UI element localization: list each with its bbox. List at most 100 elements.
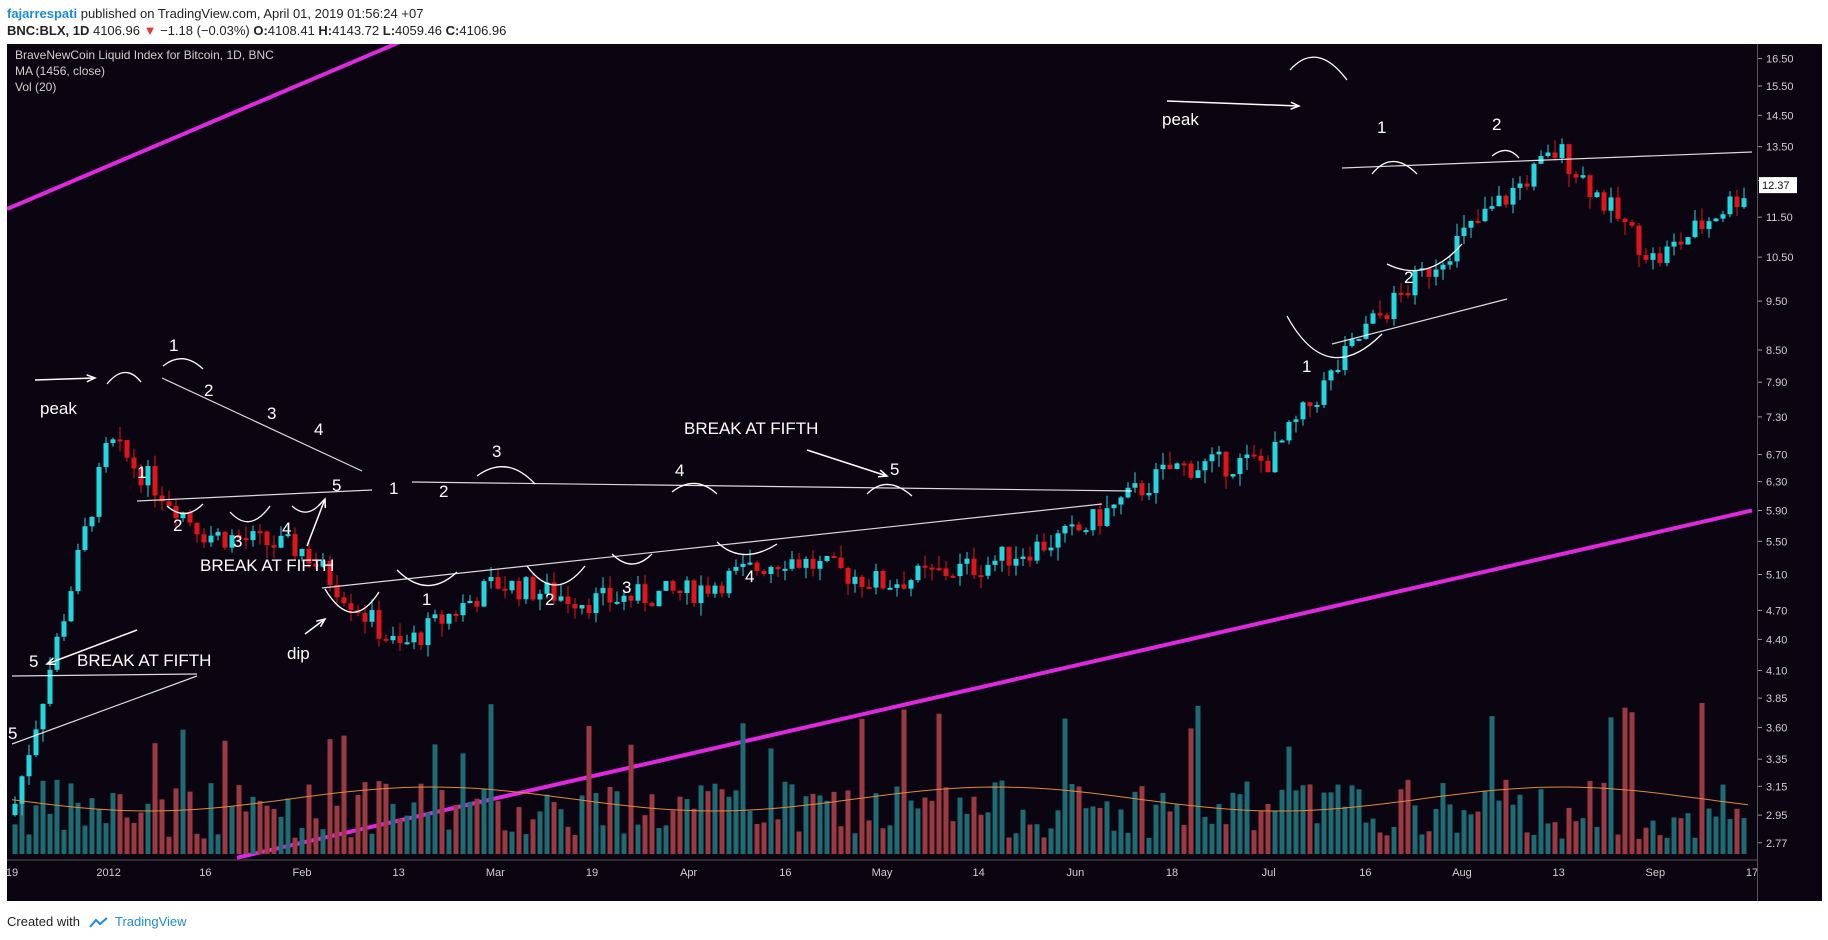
candle-body — [810, 558, 816, 569]
candle-body — [1160, 464, 1166, 470]
annotation-label: BREAK AT FIFTH — [684, 419, 818, 438]
price-axis[interactable]: 16.5015.5014.5013.5012.5011.5010.509.508… — [1757, 44, 1822, 901]
volume-bar — [1650, 820, 1656, 854]
candle-body — [1034, 541, 1040, 561]
candle-body — [278, 535, 284, 548]
volume-bar — [1286, 746, 1292, 854]
candle-body — [1349, 339, 1355, 347]
volume-bar — [1258, 811, 1264, 854]
candle-body — [306, 549, 312, 564]
volume-bar — [1678, 818, 1684, 854]
chart-area[interactable]: peak 1 1 2 2 3 3 4 4 5 BREAK AT FIFTH dip 5 BREAK AT … — [7, 44, 1757, 901]
volume-bar — [1244, 781, 1250, 854]
candle-body — [47, 669, 53, 704]
down-arrow-icon: ▼ — [143, 23, 157, 38]
volume-bar — [1195, 705, 1201, 854]
volume-bar — [411, 802, 417, 854]
volume-bar — [1174, 804, 1180, 854]
volume-bar — [922, 797, 928, 854]
candle-body — [404, 642, 410, 645]
candle-body — [376, 610, 382, 639]
volume-bar — [964, 813, 970, 854]
volume-bar — [1265, 804, 1271, 854]
volume-bar — [54, 779, 60, 854]
volume-bar — [89, 798, 95, 854]
volume-bar — [1468, 814, 1474, 854]
candle-body — [768, 566, 774, 575]
candle-body — [432, 614, 438, 619]
volume-bar — [712, 783, 718, 854]
volume-bar — [236, 785, 242, 854]
volume-bar — [446, 829, 452, 854]
candle-body — [1517, 183, 1523, 188]
volume-bar — [670, 810, 676, 854]
volume-bar — [642, 815, 648, 854]
volume-bar — [425, 812, 431, 854]
volume-bar — [1062, 718, 1068, 854]
candle-body — [803, 558, 809, 568]
candle-body — [859, 576, 865, 587]
volume-bar — [705, 791, 711, 854]
volume-bar — [390, 803, 396, 854]
candle-body — [1223, 451, 1229, 477]
volume-bar — [1503, 779, 1509, 854]
candle-body — [691, 580, 697, 603]
arc-3 — [229, 505, 271, 523]
candle-body — [348, 603, 354, 610]
volume-bar — [523, 834, 529, 854]
volume-bar — [1629, 712, 1635, 854]
x-tick-label: 19 — [586, 867, 598, 879]
candle-body — [1118, 497, 1124, 505]
volume-bar — [1384, 835, 1390, 854]
y-tick-label: 2.77 — [1766, 838, 1787, 850]
candle-body — [1181, 463, 1187, 466]
open-value: 4108.41 — [267, 23, 315, 38]
price-axis-canvas[interactable]: 16.5015.5014.5013.5012.5011.5010.509.508… — [1758, 44, 1822, 901]
annotation-label: 2 — [204, 381, 213, 400]
candle-body — [411, 632, 417, 643]
candle-body — [565, 596, 571, 604]
y-tick-label: 4.70 — [1766, 605, 1787, 617]
volume-bar — [453, 804, 459, 854]
candle-body — [82, 526, 88, 551]
volume-bar — [327, 739, 333, 854]
author-name[interactable]: fajarrespati — [7, 6, 78, 21]
arc-low-1 — [1286, 315, 1383, 359]
volume-bar — [1412, 805, 1418, 854]
volume-bar — [824, 800, 830, 854]
volume-bar — [1314, 823, 1320, 854]
volume-bar — [782, 781, 788, 854]
volume-bar — [957, 797, 963, 854]
candle-body — [1321, 380, 1327, 405]
candle-body — [1132, 483, 1138, 488]
volume-bar — [229, 806, 235, 854]
volume-bar — [397, 818, 403, 854]
volume-bar — [33, 805, 39, 854]
candle-body — [1664, 246, 1670, 263]
volume-bar — [1489, 716, 1495, 854]
candle-body — [656, 590, 662, 607]
tradingview-link[interactable]: TradingView — [115, 914, 187, 929]
legend-vol[interactable]: Vol (20) — [15, 80, 57, 94]
y-tick-label: 3.85 — [1766, 693, 1787, 705]
last-price: 4106.96 — [92, 23, 140, 38]
candle-body — [1188, 463, 1194, 478]
candle-body — [1433, 269, 1439, 277]
volume-bar — [1146, 837, 1152, 854]
candle-body — [1482, 208, 1488, 222]
volume-bar — [180, 729, 186, 854]
legend-ma[interactable]: MA (1456, close) — [15, 64, 106, 78]
tradingview-logo-icon — [88, 916, 108, 928]
volume-bar — [663, 825, 669, 854]
candle-body — [474, 600, 480, 607]
candle-body — [320, 560, 326, 567]
candle-body — [180, 512, 186, 519]
y-tick-label: 11.50 — [1766, 212, 1793, 224]
candle-body — [1286, 421, 1292, 441]
volume-bar — [1307, 784, 1313, 854]
volume-bar — [1223, 824, 1229, 854]
chart-canvas[interactable]: peak 1 1 2 2 3 3 4 4 5 BREAK AT FIFTH dip 5 BREAK AT … — [7, 44, 1757, 901]
x-tick-label: 17 — [1746, 867, 1757, 879]
volume-bar — [1566, 807, 1572, 854]
legend-title[interactable]: BraveNewCoin Liquid Index for Bitcoin, 1… — [15, 48, 274, 62]
